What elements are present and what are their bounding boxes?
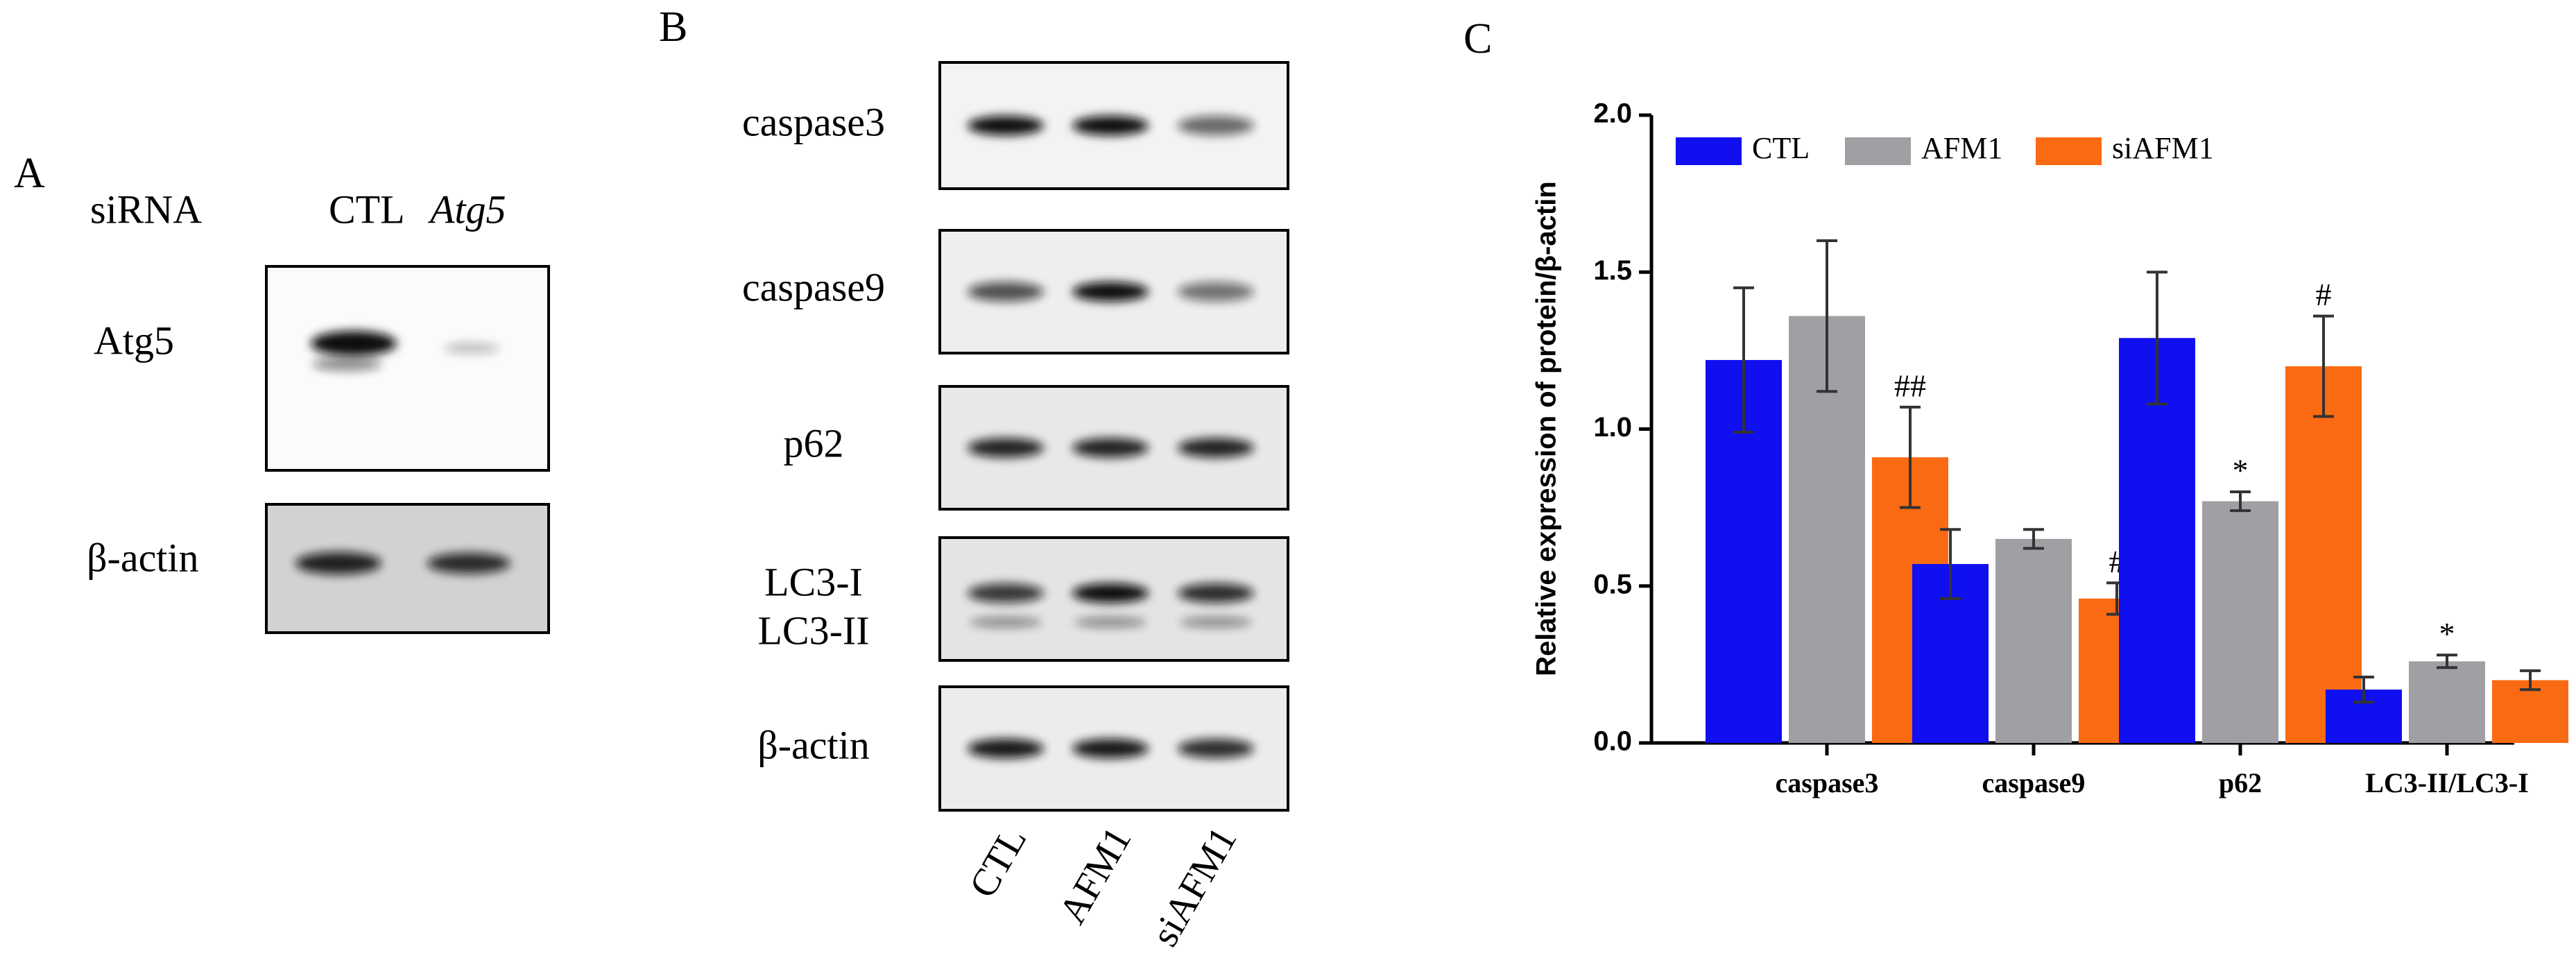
column-header: Atg5: [427, 187, 506, 232]
row-label: p62: [784, 420, 844, 465]
error-bar: [2147, 271, 2167, 406]
band: [1072, 438, 1149, 458]
band: [427, 553, 510, 574]
legend-swatch: [1845, 137, 1911, 165]
y-tick-label: 1.0: [1593, 412, 1632, 443]
legend-label: siAFM1: [2112, 131, 2214, 165]
y-tick-label: 2.0: [1593, 99, 1632, 129]
x-tick-label: p62: [2219, 767, 2262, 798]
band: [1178, 116, 1254, 135]
band: [1178, 438, 1254, 458]
annotation: *: [2233, 453, 2249, 488]
lane-label: siAFM1: [1143, 820, 1245, 954]
bar: [2202, 501, 2278, 743]
legend-swatch: [1676, 137, 1742, 165]
lane-label: AFM1: [1051, 820, 1140, 931]
band: [1178, 739, 1254, 758]
band: [1072, 282, 1149, 302]
error-bar: [1733, 286, 1754, 434]
annotation: ##: [1894, 368, 1926, 403]
band: [1072, 739, 1149, 758]
y-tick-label: 1.5: [1593, 255, 1632, 286]
bar: [2285, 366, 2362, 743]
error-bar: [1940, 528, 1961, 600]
x-tick-label: caspase3: [1776, 767, 1879, 798]
panel-label: C: [1463, 15, 1492, 62]
x-tick-label: LC3-II/LC3-I: [2365, 767, 2529, 798]
bar: [2119, 338, 2195, 743]
lane-label: CTL: [961, 820, 1036, 905]
band: [295, 552, 381, 574]
band: [444, 343, 499, 354]
band: [1072, 116, 1149, 135]
bar: [2409, 661, 2485, 743]
blot: [265, 265, 550, 472]
band: [1074, 617, 1147, 627]
row-label: caspase9: [742, 264, 885, 309]
error-bar: [2353, 675, 2374, 704]
row-label: LC3-II: [757, 608, 869, 653]
row-label: Atg5: [94, 318, 174, 363]
band: [311, 331, 397, 356]
band: [970, 617, 1042, 627]
y-tick-label: 0.5: [1593, 569, 1632, 599]
legend-label: CTL: [1752, 131, 1810, 165]
band: [1072, 583, 1149, 603]
band: [968, 583, 1044, 603]
error-bar: [2313, 314, 2334, 418]
error-bar: [2520, 669, 2541, 692]
error-bar: [1900, 405, 1921, 509]
row-label: LC3-I: [764, 559, 863, 604]
error-bar: [1817, 239, 1837, 393]
error-bar: [2023, 528, 2044, 550]
column-header: siRNA: [90, 187, 202, 232]
annotation: *: [2439, 616, 2455, 651]
panel-label: B: [659, 3, 687, 51]
error-bar: [2230, 490, 2251, 513]
band: [968, 739, 1044, 758]
panel-label: A: [14, 150, 45, 197]
row-label: caspase3: [742, 99, 885, 144]
annotation: #: [2316, 277, 2332, 312]
y-tick-label: 0.0: [1593, 726, 1632, 757]
row-label: β-actin: [757, 722, 870, 767]
band: [968, 438, 1044, 458]
bar: [1995, 538, 2072, 743]
column-header: CTL: [329, 187, 405, 232]
band: [312, 357, 381, 371]
band: [968, 282, 1044, 302]
band: [1178, 583, 1254, 603]
row-label: β-actin: [87, 535, 199, 580]
band: [1178, 282, 1254, 302]
x-tick-label: caspase9: [1982, 767, 2086, 798]
legend-swatch: [2036, 137, 2102, 165]
error-bar: [2437, 653, 2457, 669]
legend-label: AFM1: [1921, 131, 2002, 165]
band: [968, 116, 1044, 135]
band: [1180, 617, 1252, 627]
y-axis-label: Relative expression of protein/β-actin: [1531, 181, 1562, 676]
